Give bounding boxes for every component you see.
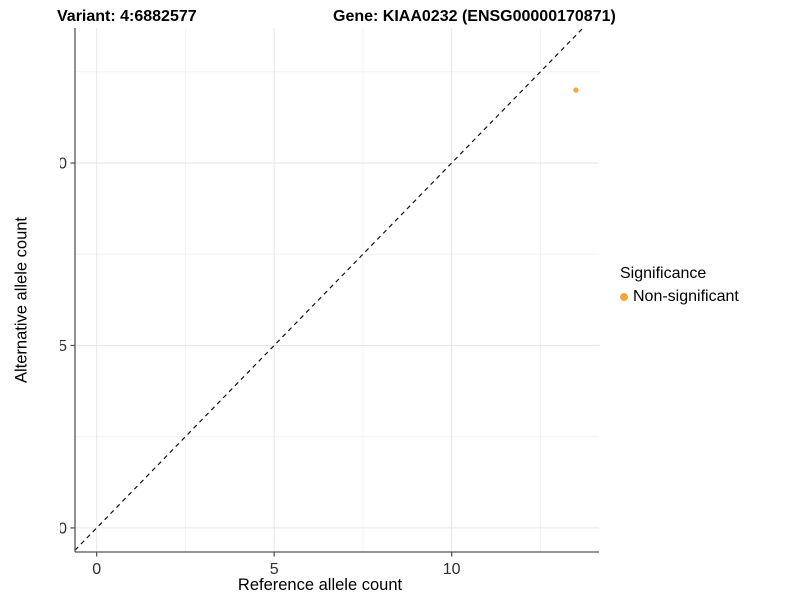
legend-item: Non-significant [620, 288, 739, 306]
plot-title-gene: Gene: KIAA0232 (ENSG00000170871) [333, 8, 616, 25]
x-tick-label: 5 [270, 561, 279, 576]
y-tick-label: 5 [60, 338, 67, 355]
identity-line [74, 27, 584, 551]
x-tick-label: 10 [443, 561, 461, 576]
x-axis-title: Reference allele count [237, 576, 403, 594]
legend: Significance Non-significant [620, 265, 739, 306]
x-tick-label: 0 [92, 561, 101, 576]
y-axis-title: Alternative allele count [12, 216, 31, 384]
legend-key-dot-icon [620, 293, 628, 301]
scatter-panel: 0 5 10 0 5 10 [60, 27, 599, 576]
legend-item-label: Non-significant [633, 288, 739, 305]
y-tick-label: 10 [60, 156, 67, 173]
legend-title: Significance [620, 265, 707, 282]
plot-title-variant: Variant: 4:6882577 [57, 8, 197, 25]
y-tick-label: 0 [60, 520, 67, 537]
data-point [573, 87, 579, 93]
